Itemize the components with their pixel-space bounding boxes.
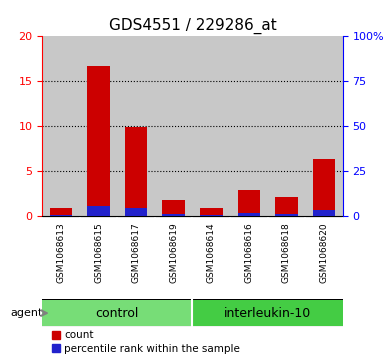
Title: GDS4551 / 229286_at: GDS4551 / 229286_at (109, 17, 276, 33)
Text: GSM1068619: GSM1068619 (169, 223, 178, 284)
Bar (50, 208, 72, 216)
Text: GSM1068614: GSM1068614 (207, 223, 216, 283)
Bar (305, 36, 343, 216)
Bar (238, 213, 260, 216)
Text: GSM1068617: GSM1068617 (132, 223, 141, 284)
Bar (117, 36, 155, 216)
Bar (87, 205, 110, 216)
Bar (125, 208, 147, 216)
Bar (200, 208, 223, 216)
Text: GSM1068620: GSM1068620 (320, 223, 328, 283)
Bar (162, 214, 185, 216)
Bar (192, 300, 343, 326)
Text: GSM1068618: GSM1068618 (282, 223, 291, 284)
Text: GSM1068615: GSM1068615 (94, 223, 103, 284)
Bar (230, 36, 268, 216)
Text: GSM1068616: GSM1068616 (244, 223, 253, 284)
Text: control: control (96, 307, 139, 319)
Bar (238, 190, 260, 216)
Text: agent: agent (10, 308, 42, 318)
Bar (275, 197, 298, 216)
Bar (275, 214, 298, 216)
Bar (42, 300, 192, 326)
Text: interleukin-10: interleukin-10 (224, 307, 311, 319)
Bar (42, 36, 80, 216)
Bar (313, 159, 335, 216)
Legend: count, percentile rank within the sample: count, percentile rank within the sample (48, 326, 244, 358)
Bar (268, 36, 305, 216)
Bar (155, 36, 192, 216)
Bar (162, 200, 185, 216)
Text: GSM1068613: GSM1068613 (57, 223, 65, 284)
Bar (313, 211, 335, 216)
Bar (125, 127, 147, 216)
Bar (192, 36, 230, 216)
Bar (87, 66, 110, 216)
Bar (80, 36, 117, 216)
